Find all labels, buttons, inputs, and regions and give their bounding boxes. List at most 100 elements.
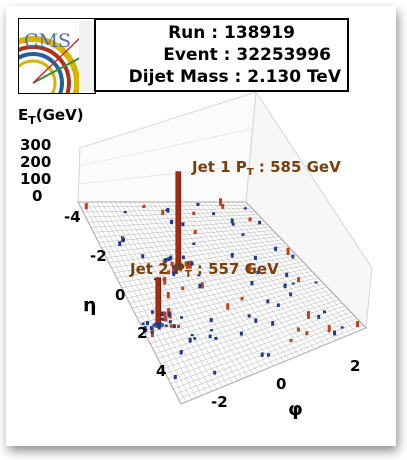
energy-deposit bbox=[291, 282, 295, 285]
energy-deposit bbox=[123, 210, 127, 214]
energy-deposit bbox=[283, 283, 287, 289]
energy-deposit bbox=[188, 337, 192, 343]
event-info-box: Run : 138919 Event : 32253996 Dijet Mass… bbox=[94, 18, 349, 92]
eta-tick-minus4: -4 bbox=[64, 208, 81, 226]
energy-deposit bbox=[172, 272, 176, 277]
energy-deposit bbox=[243, 207, 247, 210]
z-axis-label: ET(GeV) bbox=[18, 106, 84, 127]
energy-deposit bbox=[161, 318, 165, 321]
energy-deposit bbox=[254, 318, 258, 323]
energy-deposit bbox=[84, 203, 88, 210]
energy-deposit bbox=[181, 286, 185, 290]
eta-tick-2: 2 bbox=[137, 324, 148, 342]
energy-deposit bbox=[163, 311, 167, 318]
energy-deposit bbox=[241, 233, 245, 236]
energy-deposit bbox=[172, 324, 176, 329]
grid-line bbox=[138, 201, 249, 377]
energy-deposit bbox=[167, 270, 171, 275]
cms-logo-text: CMS bbox=[24, 30, 71, 52]
energy-deposit bbox=[240, 296, 244, 301]
energy-deposit bbox=[289, 292, 293, 297]
energy-deposit bbox=[150, 331, 154, 334]
energy-deposit bbox=[169, 324, 173, 328]
energy-deposit bbox=[192, 242, 196, 246]
energy-deposit bbox=[174, 270, 178, 274]
grid-line bbox=[82, 201, 187, 403]
energy-deposit bbox=[184, 261, 188, 267]
grid-line bbox=[236, 201, 356, 333]
energy-deposit bbox=[190, 261, 194, 266]
energy-deposit bbox=[317, 314, 321, 319]
phi-tick-2: 2 bbox=[350, 357, 361, 375]
energy-deposit bbox=[226, 303, 230, 310]
energy-deposit bbox=[177, 324, 181, 328]
energy-deposit bbox=[170, 219, 174, 225]
energy-deposit bbox=[258, 220, 262, 225]
energy-deposit bbox=[165, 209, 169, 212]
energy-deposit bbox=[185, 264, 189, 269]
energy-deposit bbox=[150, 327, 154, 335]
energy-deposit bbox=[161, 209, 165, 215]
energy-deposit bbox=[256, 270, 260, 275]
grid-line bbox=[199, 201, 315, 350]
run-line: Run : 138919 bbox=[168, 23, 295, 43]
lego-plot bbox=[77, 90, 373, 405]
energy-deposit bbox=[196, 202, 200, 206]
grid-line bbox=[119, 201, 228, 386]
energy-deposit bbox=[188, 260, 192, 269]
grid-line bbox=[185, 201, 300, 356]
energy-deposit bbox=[247, 314, 251, 318]
energy-deposit bbox=[181, 222, 185, 227]
grid-line bbox=[152, 201, 264, 371]
energy-deposit bbox=[286, 247, 290, 256]
energy-deposit bbox=[197, 274, 201, 277]
grid-line bbox=[222, 201, 341, 339]
energy-deposit bbox=[214, 336, 218, 340]
grid-line bbox=[208, 201, 326, 346]
energy-deposit bbox=[163, 276, 167, 285]
dijet-mass-line: Dijet Mass : 2.130 TeV bbox=[128, 67, 341, 87]
grid-line bbox=[129, 201, 238, 381]
energy-deposit bbox=[266, 299, 270, 304]
grid-line bbox=[101, 201, 207, 394]
energy-deposit bbox=[266, 353, 270, 357]
energy-deposit bbox=[166, 292, 170, 299]
energy-deposit bbox=[162, 259, 166, 267]
event-display-panel: CMS Run : 138919 Event : 32253996 Dijet … bbox=[6, 6, 396, 446]
jet1-tower-base bbox=[172, 263, 185, 270]
energy-deposit bbox=[141, 254, 145, 259]
energy-deposit bbox=[186, 261, 190, 265]
energy-deposit bbox=[213, 370, 217, 375]
energy-deposit bbox=[327, 325, 331, 333]
energy-deposit bbox=[212, 212, 216, 216]
energy-deposit bbox=[153, 278, 157, 281]
energy-deposit bbox=[193, 337, 197, 340]
energy-deposit bbox=[291, 254, 295, 259]
energy-deposit bbox=[179, 350, 183, 355]
eta-axis-label: η bbox=[83, 294, 97, 316]
energy-deposit bbox=[340, 326, 344, 329]
grid-line bbox=[217, 201, 336, 341]
grid-line bbox=[180, 201, 295, 358]
energy-deposit bbox=[142, 204, 146, 209]
jet2-tower-base bbox=[152, 322, 165, 329]
energy-deposit bbox=[314, 281, 318, 284]
energy-deposit bbox=[219, 198, 223, 206]
z-tick-200: 200 bbox=[20, 153, 52, 171]
energy-deposit bbox=[296, 327, 300, 332]
z-tick-100: 100 bbox=[20, 170, 52, 188]
energy-deposit bbox=[209, 317, 213, 323]
energy-deposit bbox=[253, 255, 257, 260]
energy-deposit bbox=[198, 283, 202, 289]
grid-line bbox=[110, 201, 218, 390]
energy-deposit bbox=[167, 257, 171, 262]
energy-deposit bbox=[285, 272, 289, 277]
energy-deposit bbox=[306, 311, 310, 319]
energy-deposit bbox=[333, 330, 337, 336]
energy-deposit bbox=[149, 326, 153, 330]
grid-line bbox=[77, 201, 182, 405]
energy-deposit bbox=[230, 252, 234, 258]
grid-line bbox=[87, 201, 192, 400]
energy-deposit bbox=[122, 237, 126, 242]
grid-line bbox=[203, 201, 320, 348]
